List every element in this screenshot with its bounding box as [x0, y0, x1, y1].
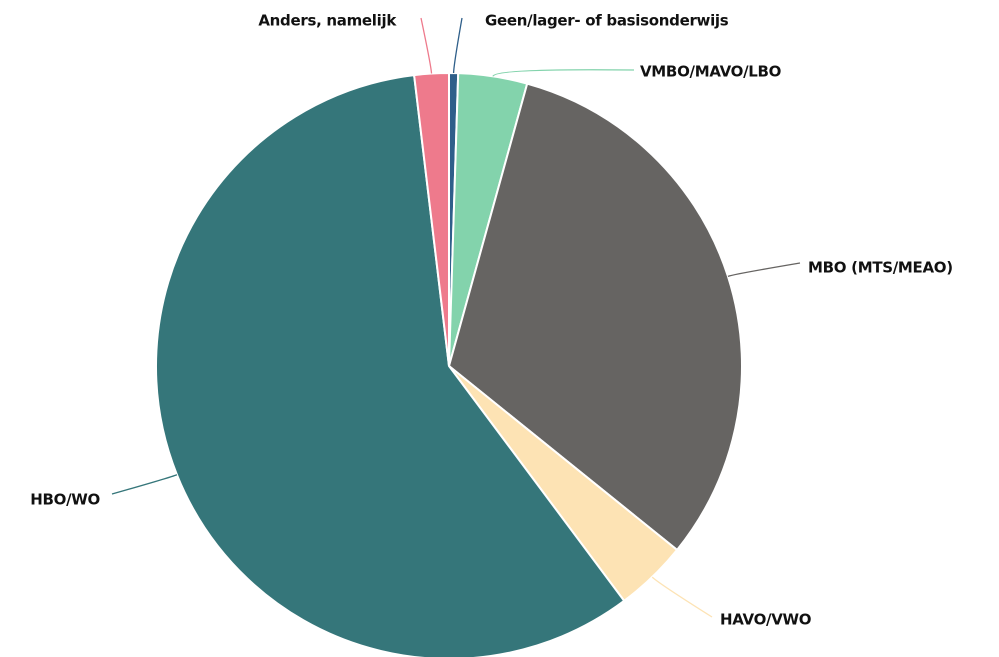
slice-label: VMBO/MAVO/LBO [640, 63, 781, 81]
slice-label: HAVO/VWO [720, 611, 811, 629]
slice-label: Geen/lager- of basisonderwijs [485, 12, 729, 30]
leader-line [492, 69, 635, 77]
slice-label: Anders, namelijk [258, 12, 397, 30]
pie-slice [412, 71, 450, 367]
slice-label: HBO/WO [30, 491, 100, 509]
leader-line [651, 576, 713, 618]
leader-line [420, 17, 433, 74]
slice-label: MBO (MTS/MEAO) [808, 259, 953, 277]
leader-line [111, 474, 178, 495]
leader-line [727, 262, 801, 277]
leader-line [452, 17, 463, 74]
pie-slice [447, 82, 743, 552]
